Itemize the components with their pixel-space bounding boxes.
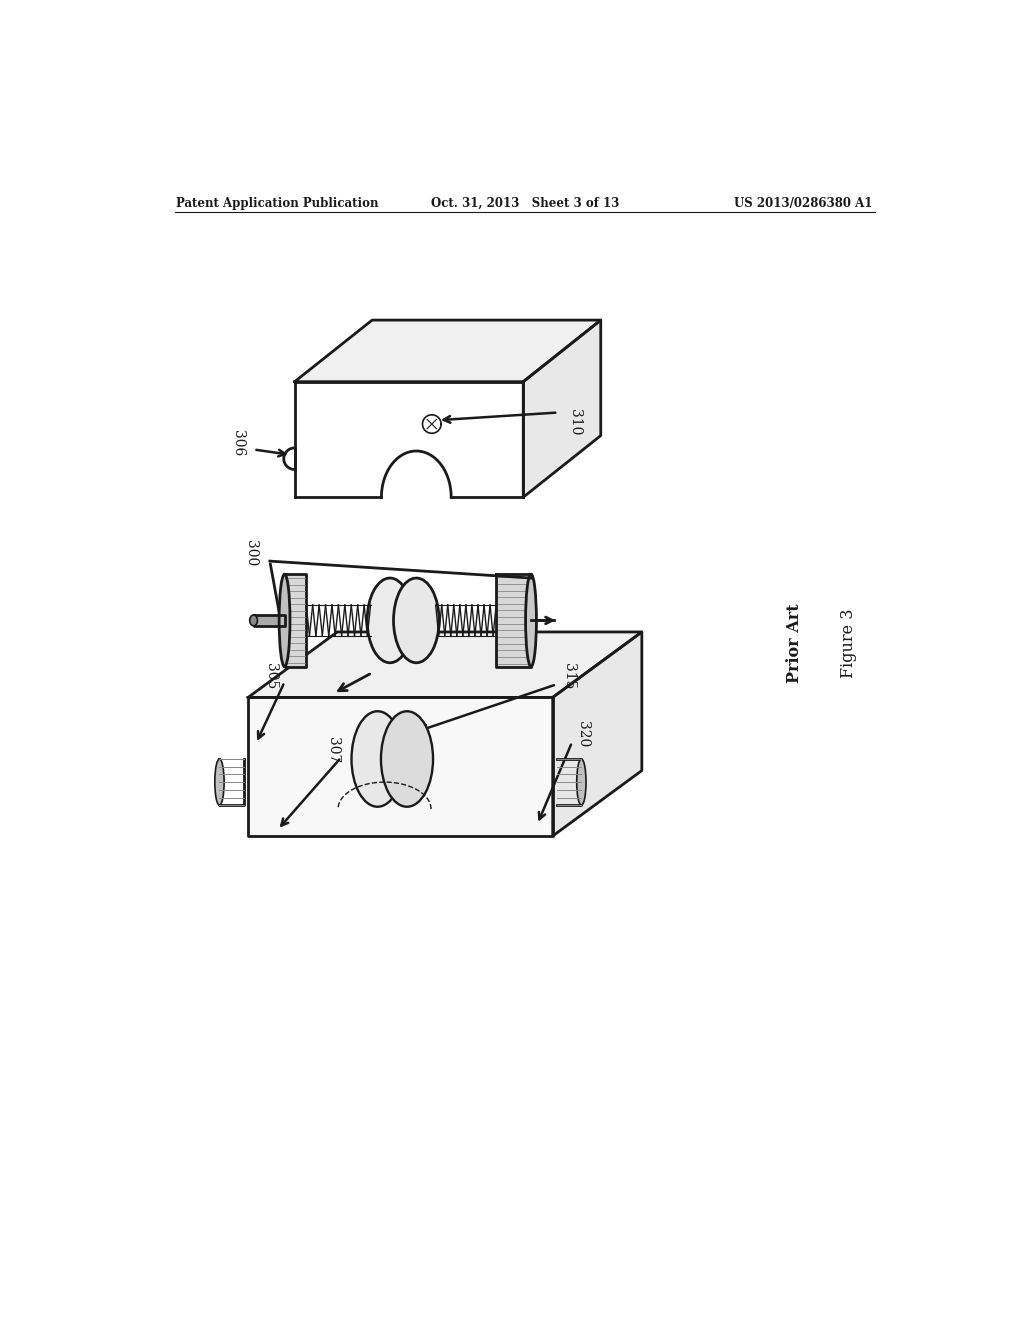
Ellipse shape — [368, 578, 413, 663]
Text: Oct. 31, 2013   Sheet 3 of 13: Oct. 31, 2013 Sheet 3 of 13 — [431, 197, 618, 210]
Text: 310: 310 — [568, 409, 583, 434]
Ellipse shape — [351, 711, 403, 807]
Polygon shape — [248, 632, 642, 697]
Text: 315: 315 — [562, 663, 575, 689]
Polygon shape — [553, 632, 642, 836]
Text: Patent Application Publication: Patent Application Publication — [176, 197, 379, 210]
Text: 306: 306 — [231, 430, 245, 457]
Polygon shape — [496, 574, 531, 667]
Text: 307: 307 — [326, 737, 340, 763]
Text: 320: 320 — [575, 721, 590, 747]
Text: Prior Art: Prior Art — [786, 603, 803, 684]
Text: 300: 300 — [245, 540, 258, 566]
Ellipse shape — [215, 759, 224, 805]
Polygon shape — [523, 321, 601, 498]
Polygon shape — [254, 615, 285, 626]
Ellipse shape — [525, 574, 537, 667]
Ellipse shape — [250, 615, 257, 626]
Text: Figure 3: Figure 3 — [841, 609, 857, 678]
Polygon shape — [285, 574, 306, 667]
Ellipse shape — [393, 578, 439, 663]
Text: US 2013/0286380 A1: US 2013/0286380 A1 — [733, 197, 872, 210]
Ellipse shape — [280, 574, 290, 667]
Ellipse shape — [577, 759, 586, 805]
Text: 305: 305 — [263, 663, 278, 689]
Polygon shape — [248, 697, 553, 836]
Polygon shape — [295, 321, 601, 381]
Ellipse shape — [381, 711, 433, 807]
